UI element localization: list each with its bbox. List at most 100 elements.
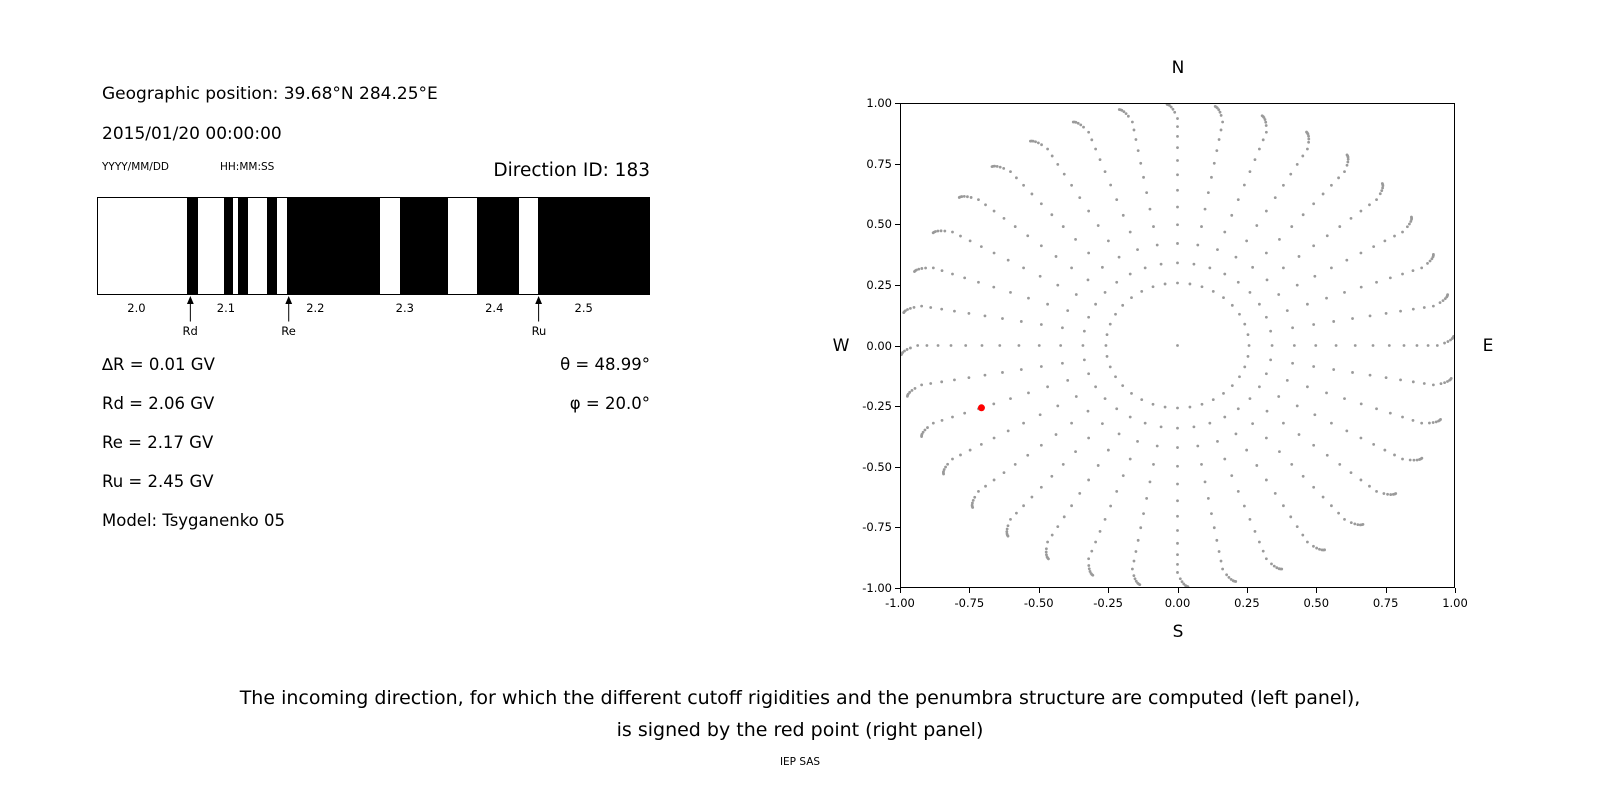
direction-dot — [1289, 172, 1293, 176]
direction-dot — [1130, 391, 1133, 395]
direction-dot — [903, 349, 906, 353]
direction-dot — [1431, 383, 1435, 387]
x-tick-label: 0.00 — [1164, 596, 1191, 610]
direction-dot — [992, 478, 996, 482]
direction-dot — [1026, 234, 1030, 238]
direction-dot — [992, 285, 996, 289]
direction-dot — [1145, 496, 1149, 500]
direction-dot — [931, 231, 935, 235]
direction-dot — [1045, 553, 1048, 557]
direction-dot — [1138, 583, 1142, 586]
direction-dot — [1264, 436, 1268, 440]
direction-dot — [1359, 436, 1363, 440]
direction-dot — [1359, 285, 1363, 289]
direction-dot — [1046, 147, 1049, 151]
direction-dot — [968, 448, 972, 452]
direction-dot — [1356, 523, 1360, 527]
direction-dot — [1291, 326, 1294, 330]
direction-dot — [1219, 559, 1223, 563]
direction-dot — [1422, 382, 1426, 385]
direction-dot — [1223, 230, 1227, 234]
direction-dot — [1176, 134, 1179, 138]
direction-dot — [1121, 474, 1125, 478]
direction-dot — [1005, 530, 1009, 534]
direction-dot — [1384, 376, 1388, 380]
direction-dot — [925, 344, 929, 347]
direction-dot — [1383, 448, 1387, 452]
direction-dot — [1306, 540, 1309, 544]
direction-dot — [1139, 526, 1143, 530]
direction-dot — [1449, 338, 1452, 342]
direction-dot — [1210, 512, 1213, 516]
direction-dot — [1115, 198, 1119, 202]
direction-dot — [1353, 344, 1357, 347]
direction-dot — [1132, 559, 1136, 563]
direction-dot — [979, 443, 983, 446]
direction-dot — [1136, 440, 1139, 443]
direction-dot — [931, 421, 935, 425]
direction-dot — [1027, 296, 1030, 300]
direction-dot — [1009, 291, 1012, 294]
direction-dot — [977, 280, 980, 284]
direction-dot — [1087, 372, 1091, 376]
direction-dot — [1188, 282, 1192, 286]
direction-dot — [1389, 493, 1393, 496]
direction-dot — [1301, 213, 1305, 217]
direction-dot — [1026, 453, 1030, 457]
direction-dot — [1108, 365, 1112, 369]
direction-dot — [1009, 397, 1012, 400]
direction-dot — [1103, 517, 1107, 521]
direction-dot — [913, 270, 916, 273]
direction-dot — [1087, 315, 1091, 319]
direction-dot — [984, 484, 987, 488]
direction-dot — [1176, 173, 1179, 177]
direction-dot — [1234, 255, 1238, 259]
direction-dot — [1128, 415, 1132, 419]
direction-dot — [1307, 134, 1310, 138]
direction-dot — [1401, 230, 1404, 234]
direction-dot — [1306, 302, 1309, 306]
direction-dot — [1121, 384, 1125, 388]
direction-dot — [1381, 186, 1384, 190]
direction-dot — [1222, 391, 1225, 395]
caption-line-1: The incoming direction, for which the di… — [239, 687, 1361, 709]
direction-dot — [1345, 429, 1349, 433]
direction-dot — [1399, 378, 1402, 382]
direction-dot — [1255, 464, 1259, 467]
direction-dot — [1325, 234, 1329, 238]
direction-dot — [1062, 515, 1066, 519]
direction-dot — [1082, 358, 1086, 362]
direction-dot — [1332, 368, 1336, 371]
direction-dot — [902, 311, 906, 314]
direction-dot — [940, 269, 944, 273]
direction-dot — [1106, 448, 1110, 452]
direction-dot — [1258, 147, 1261, 151]
direction-dot — [1082, 329, 1086, 333]
direction-dot — [1009, 170, 1012, 174]
direction-dot — [1264, 315, 1268, 319]
direction-dot — [1270, 344, 1274, 347]
direction-dot — [1273, 491, 1277, 495]
direction-dot — [1203, 480, 1207, 484]
direction-dot — [1408, 222, 1411, 226]
direction-dot — [1006, 429, 1010, 433]
direction-dot — [949, 344, 953, 347]
direction-dot — [1380, 182, 1384, 185]
direction-dot — [1221, 567, 1225, 571]
direction-dot — [1382, 492, 1386, 495]
direction-dot — [1087, 557, 1091, 561]
direction-dot — [1159, 425, 1163, 429]
direction-dot — [1325, 391, 1328, 395]
direction-dot — [1446, 380, 1449, 383]
direction-dot — [1082, 125, 1085, 129]
direction-dot — [1050, 533, 1054, 537]
direction-dot — [1213, 105, 1217, 108]
direction-dot — [1022, 421, 1025, 425]
direction-dot — [1208, 266, 1212, 270]
direction-dot — [1087, 564, 1091, 567]
direction-dot — [1094, 147, 1097, 151]
direction-dot — [1452, 335, 1454, 338]
direction-dot — [1318, 547, 1321, 551]
direction-dot — [909, 306, 912, 310]
geographic-position-text: Geographic position: 39.68°N 284.25°E — [102, 84, 438, 104]
